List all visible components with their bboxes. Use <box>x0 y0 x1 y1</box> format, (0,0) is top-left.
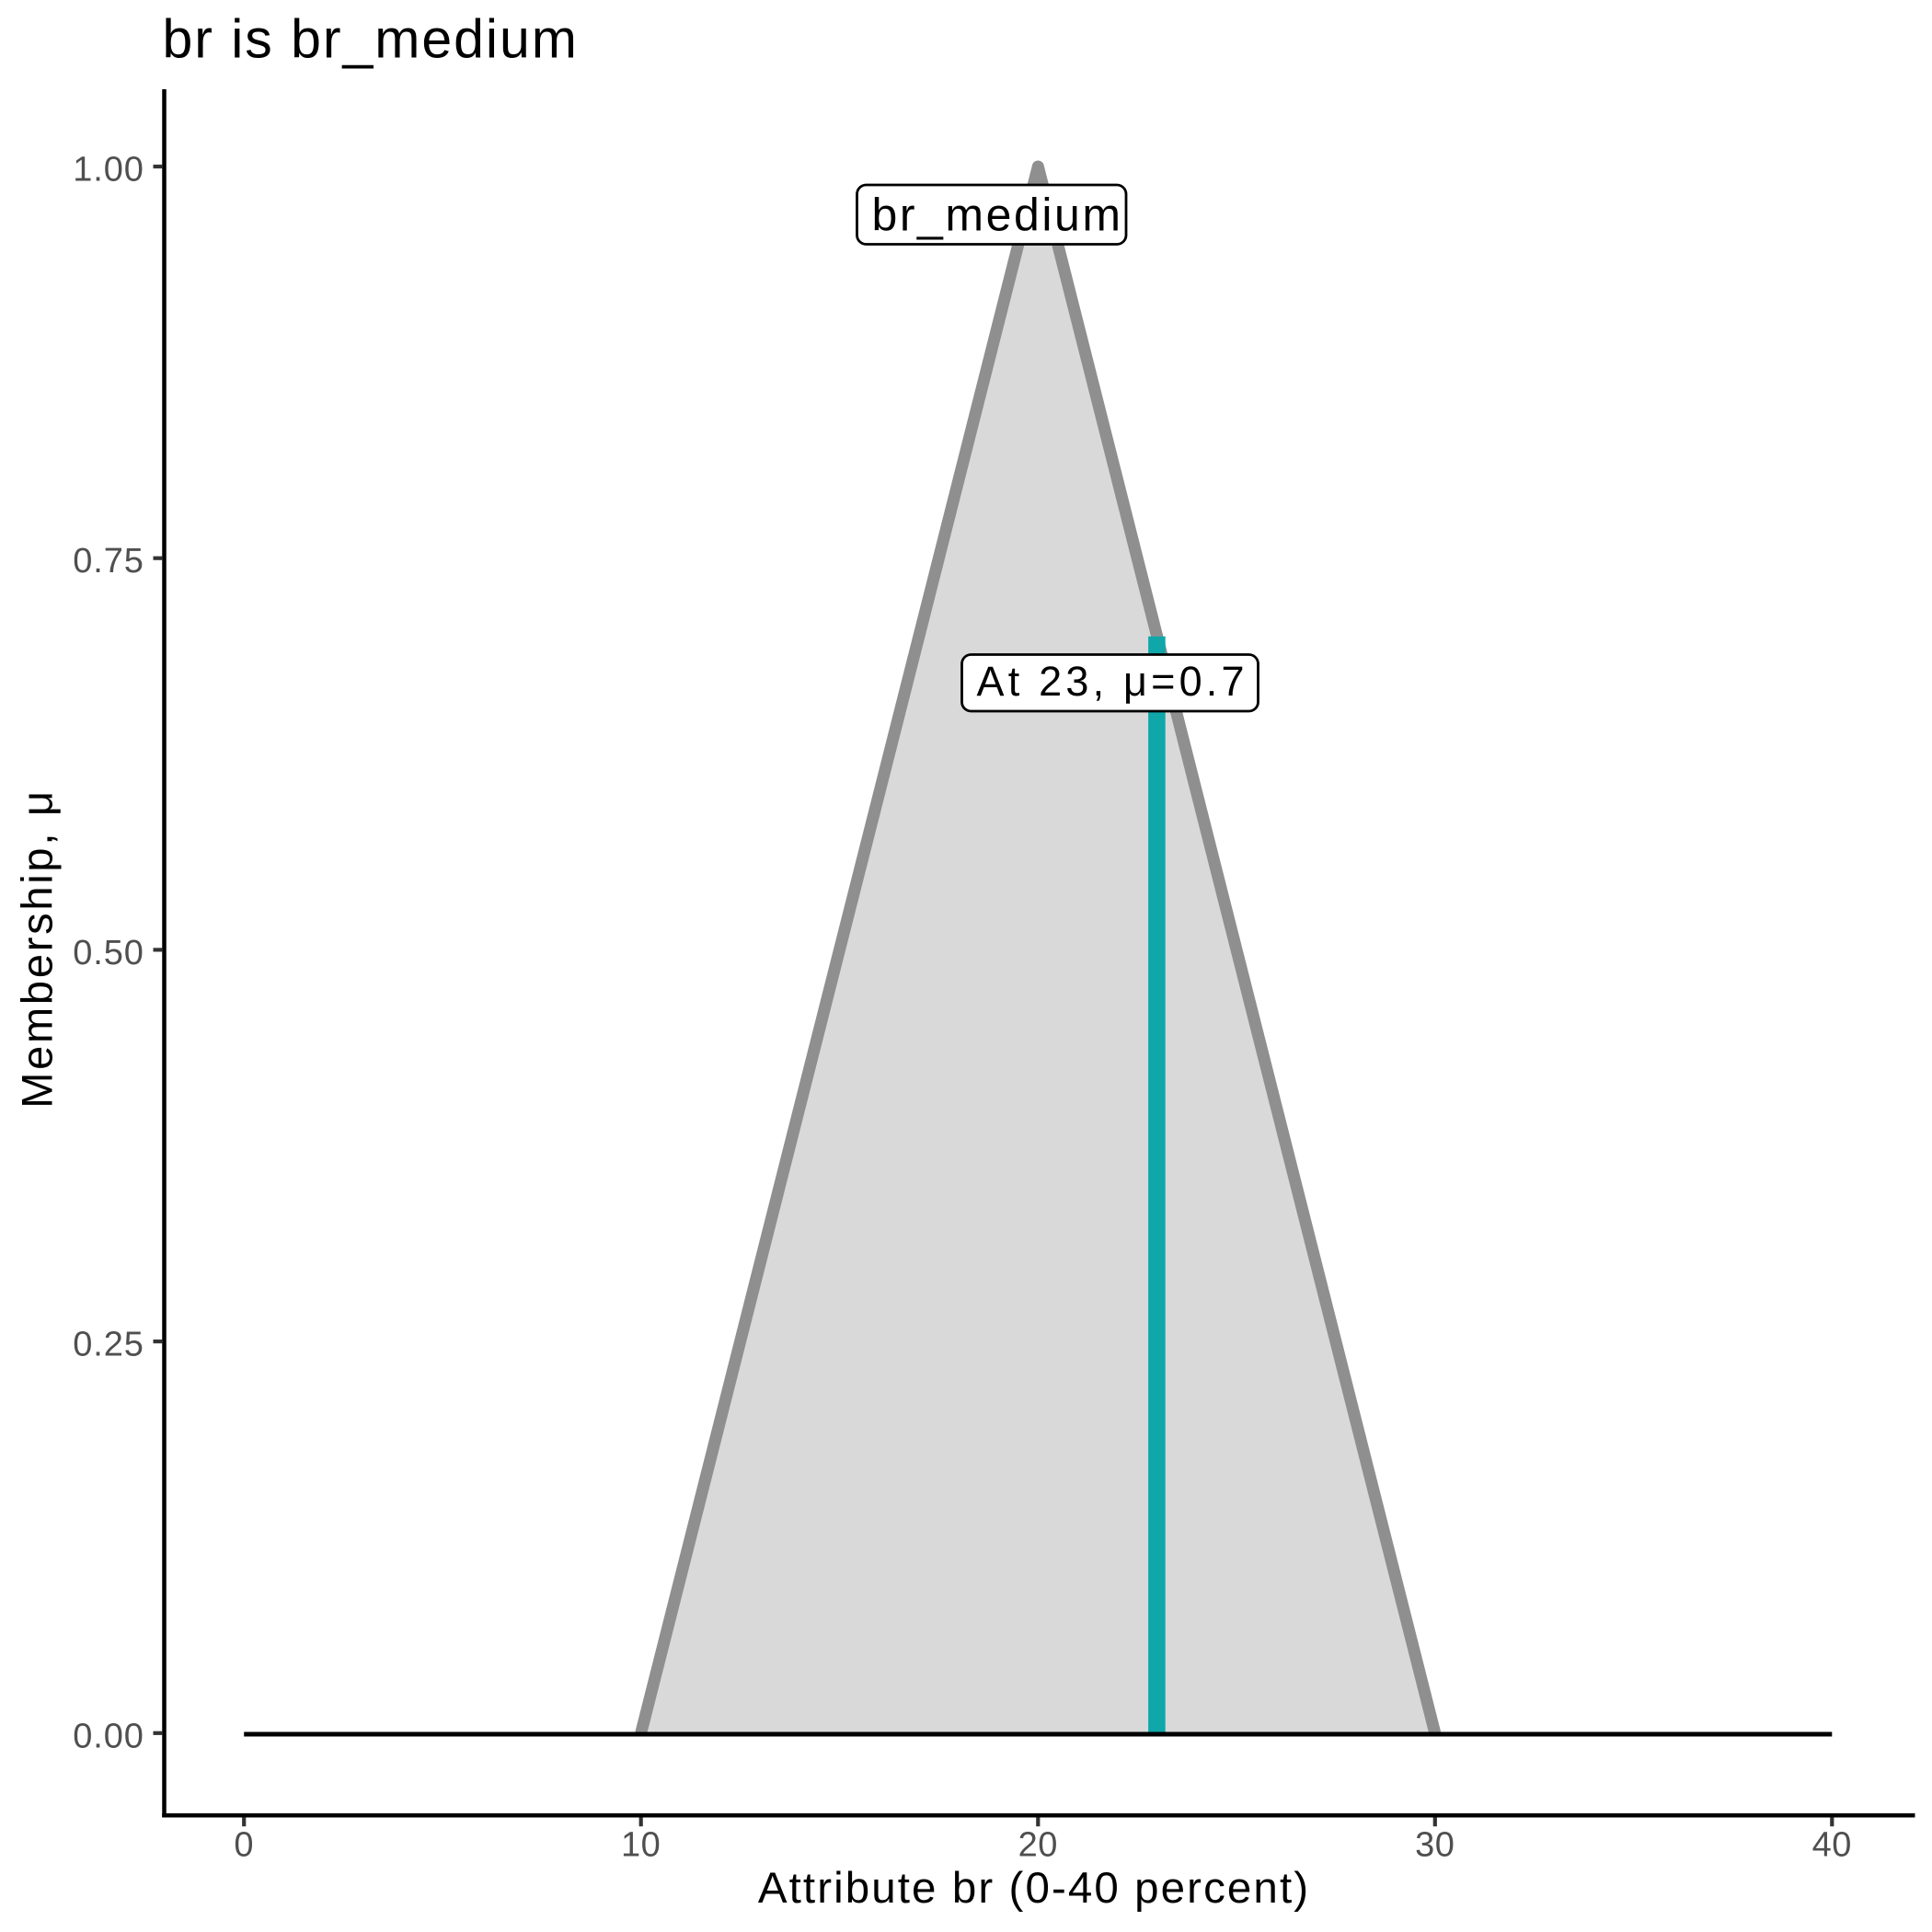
svg-text:30: 30 <box>1415 1825 1455 1864</box>
svg-text:At 23, μ=0.7: At 23, μ=0.7 <box>977 658 1248 705</box>
svg-text:0: 0 <box>234 1825 254 1864</box>
svg-text:br_medium: br_medium <box>872 190 1123 241</box>
svg-text:br is br_medium: br is br_medium <box>163 9 579 70</box>
svg-text:0.50: 0.50 <box>73 934 144 972</box>
svg-text:1.00: 1.00 <box>73 151 144 190</box>
svg-text:0.25: 0.25 <box>73 1326 144 1364</box>
svg-text:0.00: 0.00 <box>73 1717 144 1755</box>
svg-text:Membership, μ: Membership, μ <box>13 788 62 1109</box>
svg-text:Attribute br (0-40 percent): Attribute br (0-40 percent) <box>758 1864 1310 1913</box>
svg-text:40: 40 <box>1812 1825 1852 1864</box>
svg-text:10: 10 <box>621 1825 661 1864</box>
svg-text:20: 20 <box>1018 1825 1058 1864</box>
svg-text:0.75: 0.75 <box>73 542 144 581</box>
